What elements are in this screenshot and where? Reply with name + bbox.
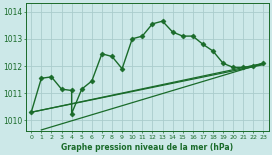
X-axis label: Graphe pression niveau de la mer (hPa): Graphe pression niveau de la mer (hPa) (61, 143, 233, 152)
